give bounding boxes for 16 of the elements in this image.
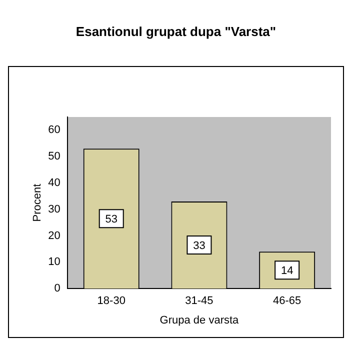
data-label: 14 [280, 265, 294, 278]
x-tick-label: 31-45 [185, 295, 214, 308]
y-tick-label: 50 [48, 150, 60, 163]
y-tick-label: 20 [48, 230, 60, 242]
data-label: 53 [105, 214, 118, 226]
y-tick-label: 40 [48, 177, 60, 190]
y-tick-label: 10 [48, 256, 60, 268]
x-tick-label: 18-30 [97, 295, 126, 308]
y-tick-label: 60 [48, 124, 60, 136]
chart-title: Esantionul grupat dupa "Varsta" [74, 23, 278, 41]
y-axis-title: Procent [32, 184, 44, 222]
x-tick-label: 46-65 [273, 295, 302, 308]
y-tick-label: 30 [48, 203, 60, 216]
y-tick-label: 0 [54, 282, 60, 295]
x-axis-title: Grupa de varsta [160, 314, 240, 326]
data-label: 33 [193, 240, 206, 252]
